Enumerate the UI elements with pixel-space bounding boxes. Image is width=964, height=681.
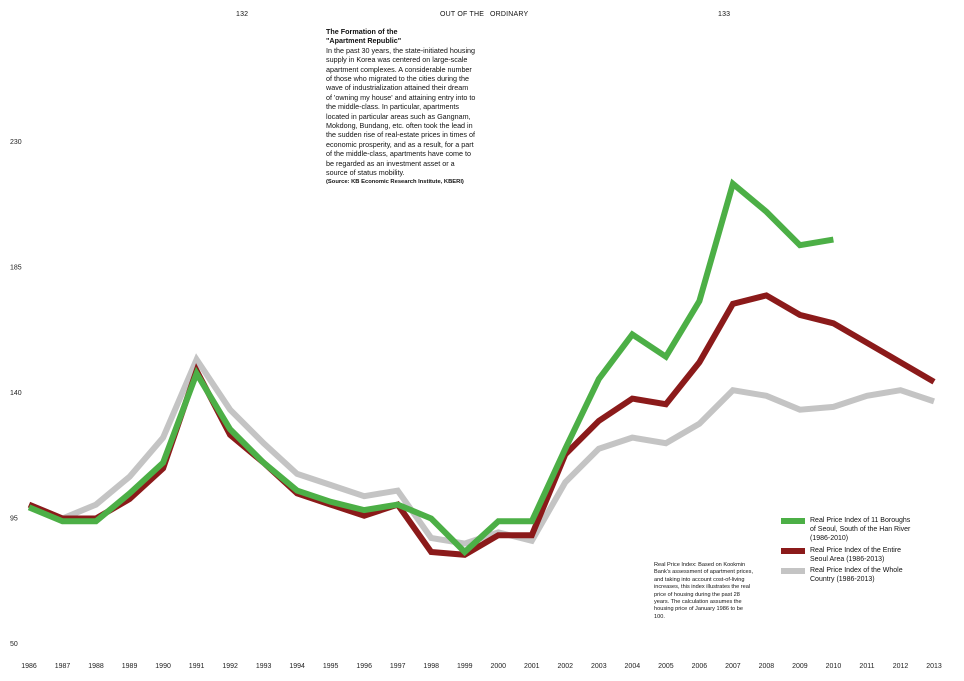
x-tick-label: 1999 bbox=[457, 663, 473, 670]
x-tick-label: 2004 bbox=[625, 663, 641, 670]
legend-item-red: Real Price Index of the Entire Seoul Are… bbox=[781, 546, 921, 564]
series-line-green bbox=[27, 178, 834, 557]
x-tick-label: 2013 bbox=[926, 663, 942, 670]
page-number-right: 133 bbox=[718, 11, 731, 18]
x-tick-label: 2009 bbox=[792, 663, 808, 670]
x-tick-label: 1996 bbox=[356, 663, 372, 670]
x-tick-label: 1997 bbox=[390, 663, 406, 670]
x-tick-label: 2008 bbox=[759, 663, 775, 670]
x-tick-label: 1998 bbox=[423, 663, 439, 670]
x-tick-label: 1987 bbox=[55, 663, 71, 670]
x-tick-label: 2012 bbox=[893, 663, 909, 670]
x-tick-label: 1989 bbox=[122, 663, 138, 670]
x-tick-label: 2003 bbox=[591, 663, 607, 670]
chart-legend: Real Price Index of 11 Boroughs of Seoul… bbox=[781, 516, 921, 586]
x-tick-label: 2005 bbox=[658, 663, 674, 670]
legend-swatch-gray bbox=[781, 568, 805, 575]
x-tick-label: 2010 bbox=[826, 663, 842, 670]
y-tick-label: 185 bbox=[10, 265, 22, 272]
x-tick-label: 1991 bbox=[189, 663, 205, 670]
x-tick-label: 1986 bbox=[21, 663, 37, 670]
x-tick-label: 1994 bbox=[289, 663, 305, 670]
page-number-left: 132 bbox=[236, 11, 249, 18]
x-tick-label: 1990 bbox=[155, 663, 171, 670]
x-tick-label: 1995 bbox=[323, 663, 339, 670]
legend-label-green: Real Price Index of 11 Boroughs of Seoul… bbox=[810, 517, 911, 543]
y-tick-label: 50 bbox=[10, 641, 18, 648]
running-head-left: OUT OF THE bbox=[440, 11, 485, 18]
x-tick-label: 2001 bbox=[524, 663, 540, 670]
x-tick-label: 2000 bbox=[490, 663, 506, 670]
x-tick-label: 1992 bbox=[222, 663, 238, 670]
essay-block: The Formation of the "Apartment Republic… bbox=[326, 27, 476, 186]
essay-title-line2: "Apartment Republic" bbox=[326, 36, 402, 46]
x-tick-label: 1988 bbox=[88, 663, 104, 670]
x-tick-label: 2002 bbox=[558, 663, 574, 670]
legend-swatch-green bbox=[781, 518, 805, 524]
legend-item-green: Real Price Index of 11 Boroughs of Seoul… bbox=[781, 516, 921, 544]
essay-body: In the past 30 years, the state-initiate… bbox=[326, 45, 476, 178]
essay-source: (Source: KB Economic Research Institute,… bbox=[326, 178, 464, 185]
y-tick-label: 140 bbox=[10, 390, 22, 397]
y-tick-label: 230 bbox=[10, 139, 22, 146]
x-tick-label: 1993 bbox=[256, 663, 272, 670]
y-tick-label: 95 bbox=[10, 516, 18, 523]
legend-label-red: Real Price Index of the Entire Seoul Are… bbox=[810, 546, 902, 563]
legend-label-gray: Real Price Index of the Whole Country (1… bbox=[810, 567, 903, 584]
x-tick-label: 2007 bbox=[725, 663, 741, 670]
running-head-right: ORDINARY bbox=[490, 11, 529, 18]
essay-title-line1: The Formation of the bbox=[326, 27, 398, 36]
x-tick-label: 2006 bbox=[692, 663, 708, 670]
legend-swatch-red bbox=[781, 547, 805, 554]
legend-item-gray: Real Price Index of the Whole Country (1… bbox=[781, 566, 921, 584]
x-tick-label: 2011 bbox=[859, 663, 874, 670]
index-footnote: Real Price Index: Based on Kookmin Bank'… bbox=[654, 562, 754, 620]
